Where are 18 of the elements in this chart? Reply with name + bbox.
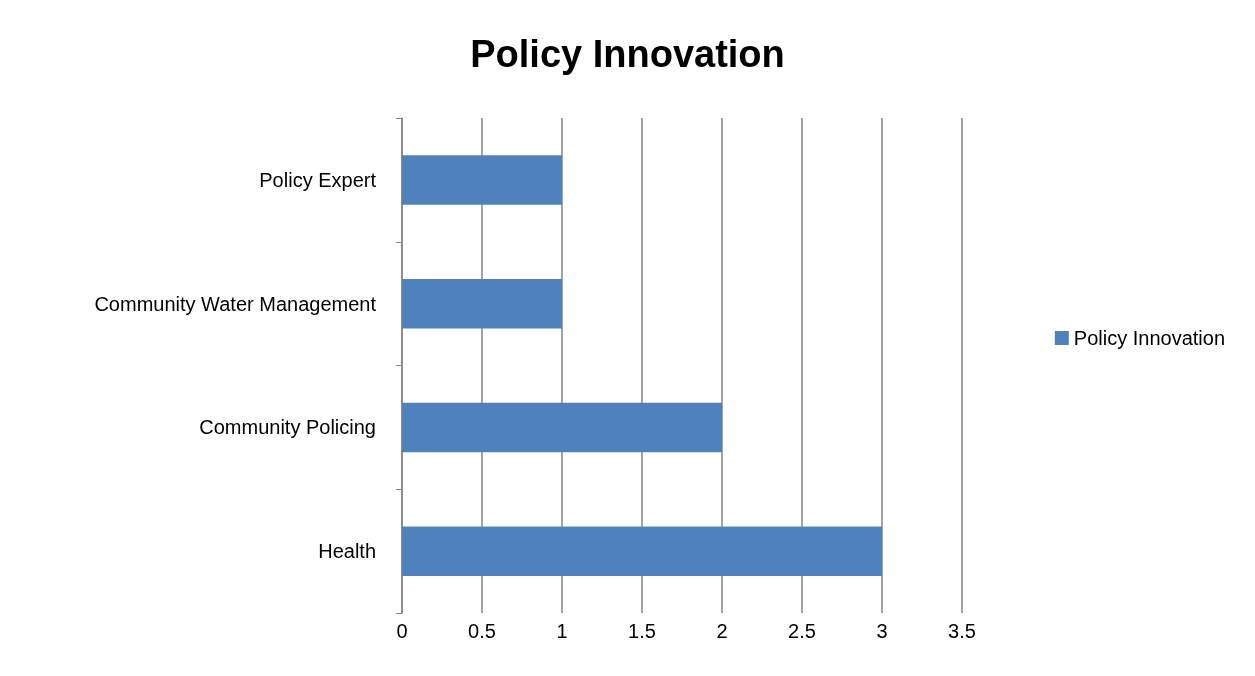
bar — [402, 155, 562, 205]
x-tick-label: 2.5 — [788, 620, 816, 642]
bar — [402, 402, 722, 453]
x-tick-label: 3 — [876, 620, 888, 642]
y-tick-label: Policy Expert — [259, 168, 377, 191]
legend-label: Policy Innovation — [1073, 327, 1225, 349]
bar — [402, 278, 562, 329]
x-tick-label: 2 — [716, 620, 728, 642]
chart-title: Policy Innovation — [470, 33, 785, 75]
x-tick-label: 0 — [396, 620, 408, 642]
x-tick-label: 1 — [556, 620, 568, 642]
x-tick-label: 3.5 — [948, 620, 976, 642]
y-tick-label: Community Water Management — [94, 292, 377, 315]
y-tick-label: Health — [318, 540, 376, 563]
bar — [402, 526, 882, 576]
y-tick-label: Community Policing — [199, 416, 376, 439]
x-tick-label: 0.5 — [468, 620, 496, 642]
x-tick-label: 1.5 — [628, 620, 656, 642]
